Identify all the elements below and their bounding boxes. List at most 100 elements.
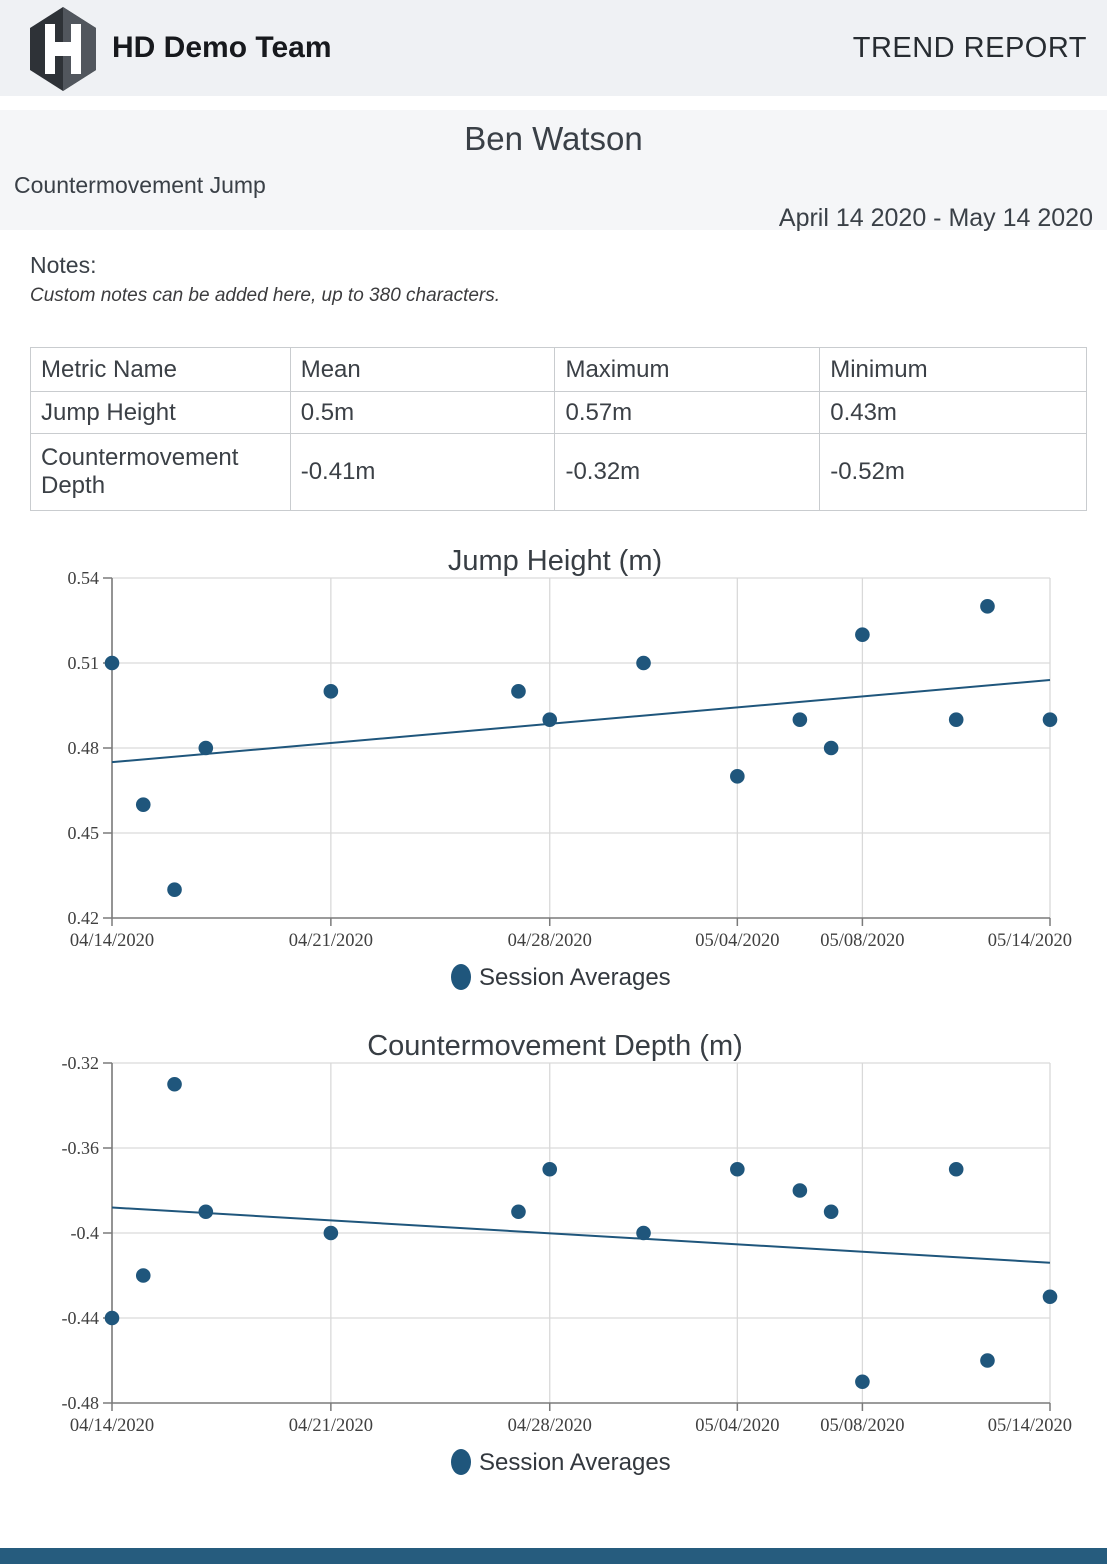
data-point bbox=[198, 1204, 214, 1220]
jump-height-chart: Jump Height (m) 0.54 0.51 0.48 0.45 0.42 04/14… bbox=[68, 545, 1073, 991]
data-point bbox=[198, 740, 214, 756]
x-tick-label: 05/14/2020 bbox=[988, 931, 1072, 951]
axes bbox=[103, 577, 1051, 926]
table-cell: Countermovement Depth bbox=[30, 433, 291, 511]
title-block: Ben Watson Countermovement Jump April 14… bbox=[0, 110, 1107, 232]
table-cell: 0.5m bbox=[289, 391, 556, 434]
legend: Session Averages bbox=[451, 1449, 671, 1476]
data-point bbox=[167, 1076, 182, 1092]
tick-labels: -0.32 -0.36 -0.4 -0.44 -0.48 04/14/2020 04/21/… bbox=[62, 1053, 1073, 1436]
x-tick-label: 05/04/2020 bbox=[695, 931, 779, 951]
data-point bbox=[104, 655, 120, 671]
team-logo bbox=[30, 7, 96, 91]
table-header-cell: Maximum bbox=[554, 347, 821, 392]
data-point bbox=[948, 712, 964, 727]
legend: Session Averages bbox=[451, 964, 671, 991]
data-point bbox=[542, 1161, 558, 1177]
data-point bbox=[323, 684, 339, 699]
x-tick-label: 04/14/2020 bbox=[70, 931, 154, 951]
x-tick-label: 05/14/2020 bbox=[988, 1416, 1072, 1436]
data-point bbox=[167, 882, 182, 897]
data-point bbox=[511, 684, 526, 699]
hexagon-logo-icon bbox=[30, 7, 96, 91]
data-points bbox=[104, 1076, 1058, 1390]
date-range: April 14 2020 - May 14 2020 bbox=[778, 204, 1093, 232]
data-point bbox=[511, 1204, 526, 1220]
y-tick-label: 0.51 bbox=[68, 653, 100, 673]
data-point bbox=[1042, 712, 1058, 727]
y-tick-label: -0.32 bbox=[62, 1053, 100, 1073]
data-point bbox=[636, 655, 651, 671]
countermovement-depth-chart: Countermovement Depth (m)-0.32-0.36-0.4-… bbox=[62, 1030, 1073, 1476]
axes bbox=[103, 1062, 1051, 1411]
notes-placeholder-text: Custom notes can be added here, up to 38… bbox=[30, 285, 501, 306]
metrics-table-body: Jump Height 0.5m 0.57m 0.43m Countermovement… bbox=[30, 391, 1087, 511]
data-point bbox=[135, 797, 151, 812]
data-point bbox=[855, 1374, 870, 1390]
legend-marker-icon bbox=[451, 964, 471, 990]
report-type-label: TREND REPORT bbox=[852, 32, 1087, 64]
table-cell: Jump Height bbox=[30, 391, 291, 434]
trend-line bbox=[111, 1206, 1051, 1264]
x-tick-label: 04/14/2020 bbox=[70, 1416, 154, 1436]
data-point bbox=[980, 1353, 995, 1368]
chart-title: Countermovement Depth (m) bbox=[367, 1030, 743, 1062]
table-cell: -0.41m bbox=[289, 433, 556, 511]
data-point bbox=[104, 1310, 120, 1326]
x-tick-label: 05/08/2020 bbox=[820, 931, 904, 951]
data-point bbox=[823, 740, 839, 756]
data-point bbox=[135, 1268, 151, 1283]
table-cell: -0.32m bbox=[554, 433, 821, 511]
chart-title: Jump Height (m) bbox=[448, 545, 662, 577]
x-tick-label: 05/04/2020 bbox=[695, 1416, 779, 1436]
table-row: Jump Height 0.5m 0.57m 0.43m bbox=[30, 391, 1087, 434]
y-tick-label: -0.48 bbox=[62, 1393, 100, 1413]
legend-marker-icon bbox=[451, 1449, 471, 1475]
x-tick-label: 04/28/2020 bbox=[508, 1416, 592, 1436]
y-tick-label: -0.44 bbox=[62, 1308, 100, 1328]
y-tick-label: 0.48 bbox=[68, 738, 100, 758]
table-header-cell: Minimum bbox=[819, 347, 1087, 392]
footer-bar bbox=[0, 1548, 1107, 1564]
report-header: HD Demo Team TREND REPORT bbox=[0, 0, 1107, 96]
data-point bbox=[730, 769, 745, 784]
metrics-table-header: Metric Name Mean Maximum Minimum bbox=[30, 347, 1087, 392]
legend-label: Session Averages bbox=[479, 964, 671, 991]
table-header-row: Metric Name Mean Maximum Minimum bbox=[30, 347, 1087, 392]
data-point bbox=[1042, 1289, 1058, 1305]
data-point bbox=[948, 1161, 964, 1177]
x-tick-label: 05/08/2020 bbox=[820, 1416, 904, 1436]
gridlines bbox=[112, 1062, 1051, 1403]
table-cell: -0.52m bbox=[819, 433, 1087, 511]
x-tick-label: 04/28/2020 bbox=[508, 931, 592, 951]
data-point bbox=[792, 712, 808, 727]
table-header-cell: Mean bbox=[289, 347, 556, 392]
data-point bbox=[980, 599, 995, 614]
gridlines bbox=[112, 577, 1051, 918]
test-type-label: Countermovement Jump bbox=[14, 172, 266, 198]
data-points bbox=[104, 599, 1058, 897]
y-tick-label: 0.45 bbox=[68, 823, 100, 843]
data-point bbox=[792, 1183, 808, 1198]
x-tick-label: 04/21/2020 bbox=[289, 1416, 373, 1436]
data-point bbox=[823, 1204, 839, 1220]
y-tick-label: -0.4 bbox=[71, 1223, 100, 1243]
athlete-name: Ben Watson bbox=[464, 120, 643, 157]
team-name: HD Demo Team bbox=[112, 31, 332, 64]
y-tick-label: 0.42 bbox=[68, 908, 100, 928]
data-point bbox=[855, 627, 870, 642]
table-cell: 0.43m bbox=[819, 391, 1087, 434]
tick-labels: 0.54 0.51 0.48 0.45 0.42 04/14/2020 04/21/2020… bbox=[68, 568, 1073, 951]
table-cell: 0.57m bbox=[554, 391, 821, 434]
y-tick-label: -0.36 bbox=[62, 1138, 100, 1158]
y-tick-label: 0.54 bbox=[68, 568, 100, 588]
notes-label: Notes: bbox=[30, 252, 97, 278]
data-point bbox=[730, 1161, 745, 1177]
data-point bbox=[323, 1225, 339, 1241]
table-header-cell: Metric Name bbox=[30, 347, 291, 392]
trend-line bbox=[111, 679, 1051, 764]
x-tick-label: 04/21/2020 bbox=[289, 931, 373, 951]
table-row: Countermovement Depth -0.41m -0.32m -0.52m bbox=[30, 433, 1087, 511]
data-point bbox=[542, 712, 558, 727]
